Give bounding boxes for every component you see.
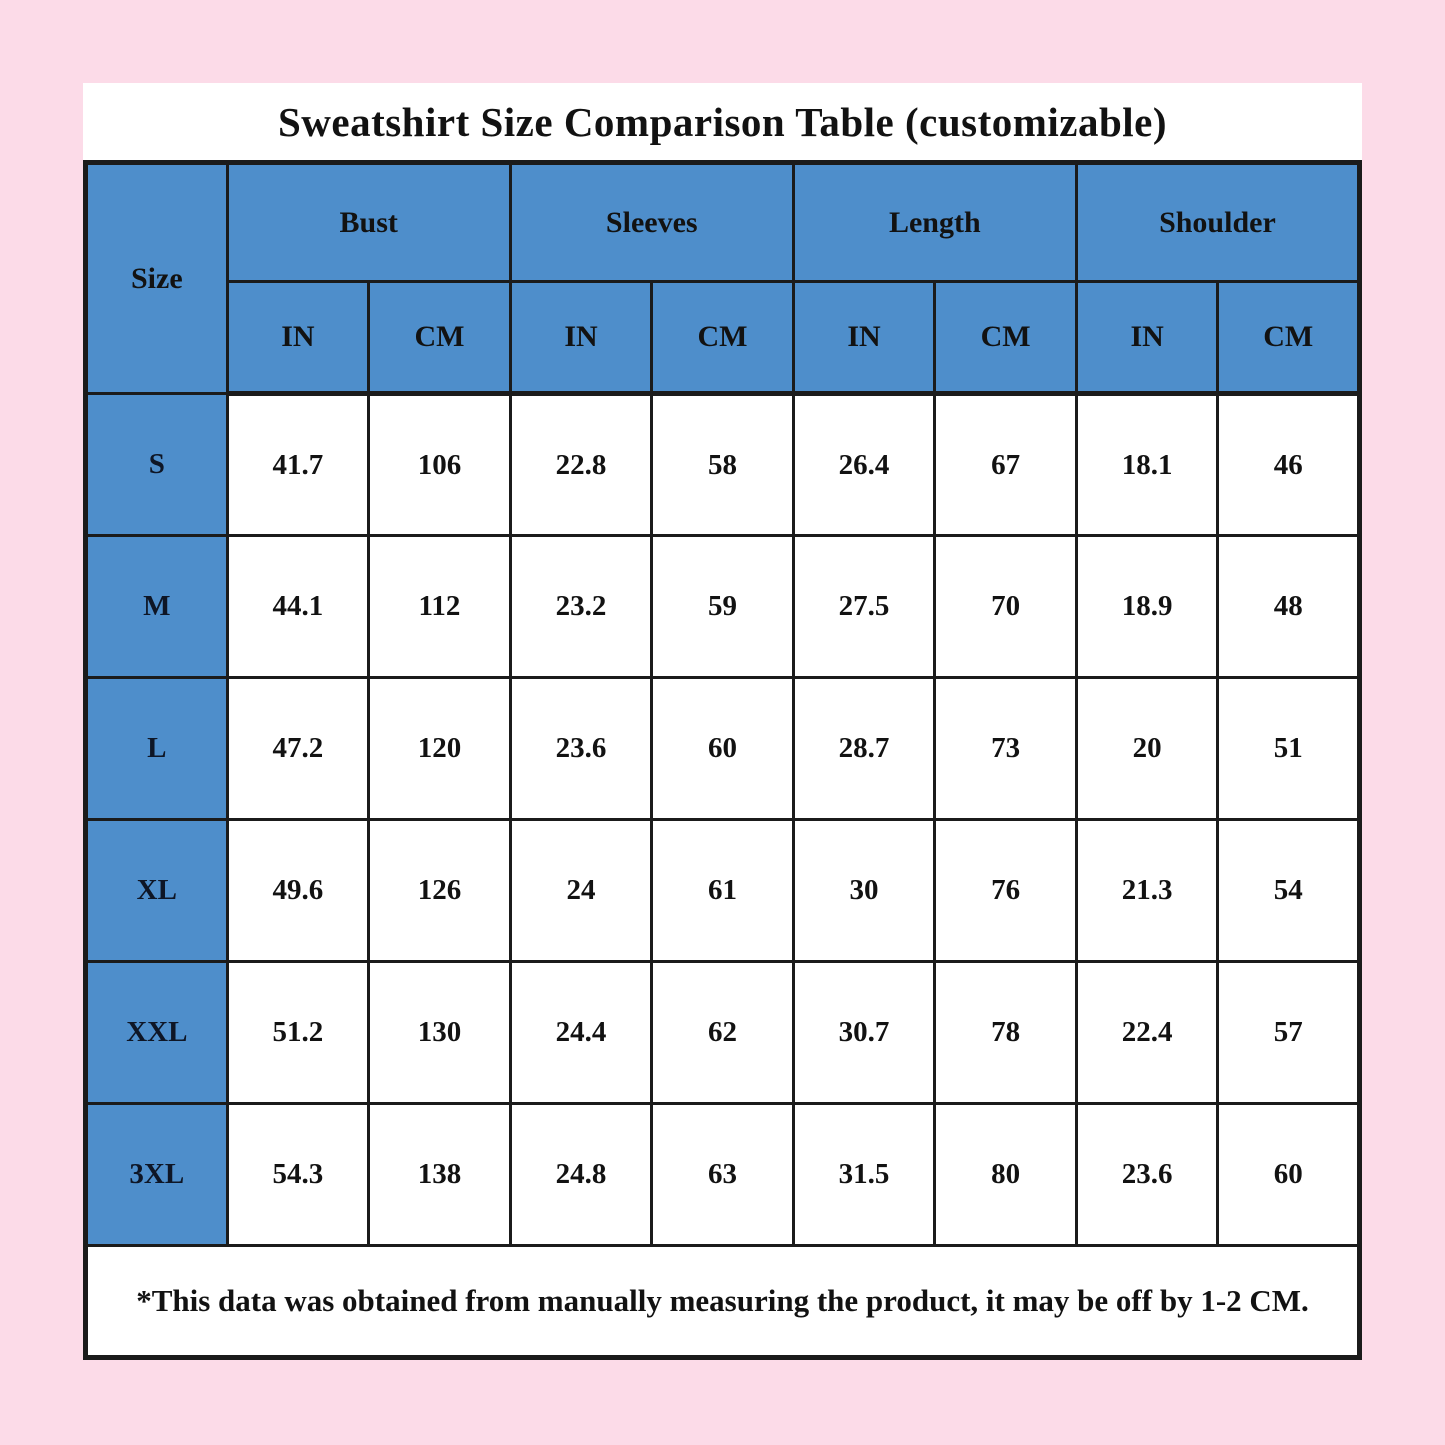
- value-cell: 22.8: [508, 392, 654, 537]
- value-cell: 51: [1216, 676, 1361, 821]
- value-cell: 54.3: [225, 1102, 371, 1247]
- table-row: L 47.2 120 23.6 60 28.7 73 20 51: [84, 676, 1361, 821]
- value-cell: 18.1: [1074, 392, 1220, 537]
- value-cell: 62: [650, 960, 795, 1105]
- value-cell: 30.7: [791, 960, 937, 1105]
- value-cell: 24: [508, 818, 654, 963]
- size-chart-card: Sweatshirt Size Comparison Table (custom…: [83, 83, 1362, 1360]
- table-row: XXL 51.2 130 24.4 62 30.7 78 22.4 57: [84, 960, 1361, 1105]
- unit-header-cm: CM: [933, 280, 1078, 396]
- column-header-sleeves: Sleeves: [508, 161, 795, 283]
- unit-header-in: IN: [508, 280, 654, 396]
- value-cell: 51.2: [225, 960, 371, 1105]
- value-cell: 31.5: [791, 1102, 937, 1247]
- header-row-groups: Size Bust Sleeves Length Shoulder: [84, 161, 1362, 395]
- column-header-length: Length: [791, 161, 1078, 283]
- column-header-shoulder: Shoulder: [1074, 161, 1362, 283]
- unit-header-cm: CM: [367, 280, 512, 396]
- value-cell: 112: [367, 534, 512, 679]
- value-cell: 41.7: [225, 392, 371, 537]
- value-cell: 73: [933, 676, 1078, 821]
- value-cell: 60: [650, 676, 795, 821]
- value-cell: 76: [933, 818, 1078, 963]
- column-header-size: Size: [84, 161, 229, 395]
- value-cell: 80: [933, 1102, 1078, 1247]
- value-cell: 18.9: [1074, 534, 1220, 679]
- unit-header-cm: CM: [650, 280, 795, 396]
- page-title: Sweatshirt Size Comparison Table (custom…: [277, 98, 1168, 145]
- size-table: Size Bust Sleeves Length Shoulder IN CM …: [83, 160, 1362, 1360]
- value-cell: 67: [933, 392, 1078, 537]
- value-cell: 28.7: [791, 676, 937, 821]
- value-cell: 54: [1216, 818, 1361, 963]
- table-row: XL 49.6 126 24 61 30 76 21.3 54: [84, 818, 1361, 963]
- value-cell: 22.4: [1074, 960, 1220, 1105]
- value-cell: 24.8: [508, 1102, 654, 1247]
- value-cell: 44.1: [225, 534, 371, 679]
- size-cell: S: [84, 392, 229, 537]
- footnote-row: *This data was obtained from manually me…: [84, 1244, 1361, 1359]
- value-cell: 58: [650, 392, 795, 537]
- value-cell: 61: [650, 818, 795, 963]
- value-cell: 21.3: [1074, 818, 1220, 963]
- value-cell: 48: [1216, 534, 1361, 679]
- value-cell: 23.2: [508, 534, 654, 679]
- value-cell: 57: [1216, 960, 1361, 1105]
- value-cell: 70: [933, 534, 1078, 679]
- value-cell: 46: [1216, 392, 1361, 537]
- value-cell: 106: [367, 392, 512, 537]
- size-cell: M: [84, 534, 229, 679]
- value-cell: 27.5: [791, 534, 937, 679]
- value-cell: 49.6: [225, 818, 371, 963]
- value-cell: 23.6: [1074, 1102, 1220, 1247]
- unit-header-in: IN: [791, 280, 937, 396]
- value-cell: 63: [650, 1102, 795, 1247]
- value-cell: 20: [1074, 676, 1220, 821]
- footnote: *This data was obtained from manually me…: [84, 1244, 1361, 1359]
- unit-header-cm: CM: [1216, 280, 1361, 396]
- value-cell: 120: [367, 676, 512, 821]
- value-cell: 126: [367, 818, 512, 963]
- header-row-units: IN CM IN CM IN CM IN CM: [86, 280, 1361, 396]
- value-cell: 24.4: [508, 960, 654, 1105]
- table-row: S 41.7 106 22.8 58 26.4 67 18.1 46: [84, 392, 1361, 537]
- size-cell: 3XL: [84, 1102, 229, 1247]
- value-cell: 47.2: [225, 676, 371, 821]
- column-header-bust: Bust: [225, 161, 512, 283]
- unit-header-in: IN: [225, 280, 371, 396]
- value-cell: 59: [650, 534, 795, 679]
- value-cell: 30: [791, 818, 937, 963]
- value-cell: 78: [933, 960, 1078, 1105]
- value-cell: 60: [1216, 1102, 1361, 1247]
- table-row: 3XL 54.3 138 24.8 63 31.5 80 23.6 60: [84, 1102, 1361, 1247]
- size-cell: XXL: [84, 960, 229, 1105]
- value-cell: 23.6: [508, 676, 654, 821]
- value-cell: 26.4: [791, 392, 937, 537]
- value-cell: 138: [367, 1102, 512, 1247]
- value-cell: 130: [367, 960, 512, 1105]
- table-row: M 44.1 112 23.2 59 27.5 70 18.9 48: [84, 534, 1361, 679]
- unit-header-in: IN: [1074, 280, 1220, 396]
- size-cell: L: [84, 676, 229, 821]
- size-cell: XL: [84, 818, 229, 963]
